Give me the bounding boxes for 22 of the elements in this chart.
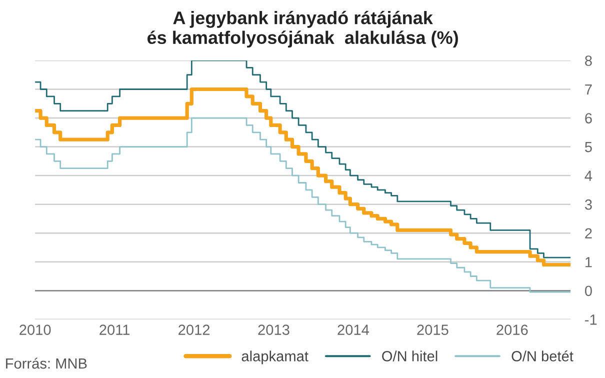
x-tick-label: 2010 — [20, 324, 51, 335]
x-tick-label: 2013 — [258, 324, 290, 335]
y-tick-label: 3 — [584, 199, 592, 210]
y-tick-label: -1 — [585, 314, 597, 325]
y-tick-label: 8 — [585, 56, 592, 66]
y-tick-label: 6 — [585, 113, 592, 124]
legend-label: O/N hitel — [382, 350, 438, 362]
y-tick-label: 0 — [584, 286, 592, 296]
chart-title: A jegybank irányadó rátájának és kamatfolyosójának alakulása (%) — [147, 10, 458, 48]
x-tick-label: 2016 — [496, 324, 528, 335]
y-tick-label: 4 — [584, 170, 592, 181]
x-tick-label: 2014 — [338, 324, 370, 335]
y-tick-label: 1 — [586, 257, 592, 268]
text: Forrás: MNB — [6, 358, 87, 369]
y-tick-label: 2 — [585, 228, 592, 238]
legend-label: O/N betét — [512, 350, 574, 362]
x-tick-label: 2011 — [100, 324, 130, 335]
legend-label: alapkamat — [242, 350, 308, 364]
y-tick-label: 7 — [585, 84, 592, 95]
x-tick-label: 2015 — [417, 324, 448, 335]
x-tick-label: 2012 — [178, 324, 210, 335]
y-tick-label: 5 — [584, 142, 592, 152]
